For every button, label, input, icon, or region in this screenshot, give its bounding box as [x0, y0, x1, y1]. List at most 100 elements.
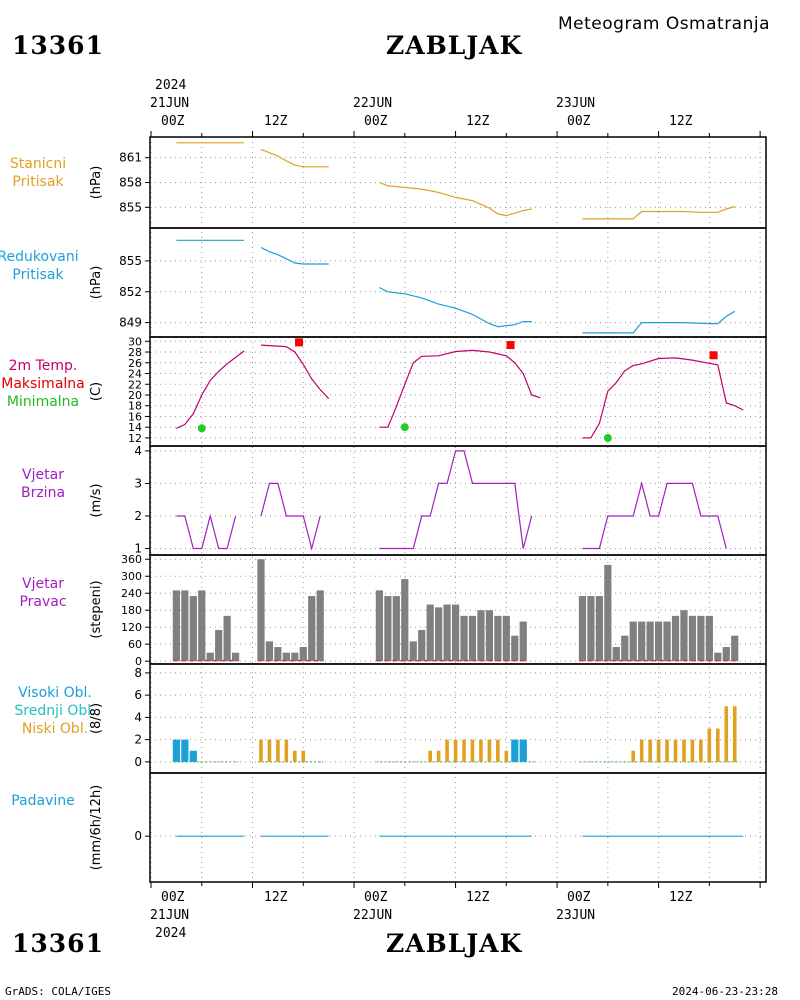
wind-dir-bar [731, 635, 739, 662]
cloud-low-bar [284, 739, 289, 762]
y-tick-label: 0 [134, 755, 142, 769]
cloud-low-bar [496, 739, 500, 762]
cloud-high-bar [172, 739, 180, 762]
wind-dir-bar [308, 596, 316, 662]
pressure-series-line [379, 181, 532, 217]
y-tick-label: 20 [128, 389, 142, 402]
panel-frame [149, 772, 767, 883]
y-tick-label: 852 [119, 285, 142, 299]
wind-dir-bar [485, 610, 493, 662]
red_pressure-series-line [260, 246, 329, 265]
wind-dir-bar [274, 647, 282, 662]
cloud-low-bar [724, 706, 729, 762]
y-tick-label: 14 [128, 421, 142, 434]
wind-dir-bar [435, 607, 443, 662]
cloud-low-bar [436, 750, 441, 762]
wind-dir-bar [426, 604, 434, 662]
wind-dir-bar [299, 647, 307, 662]
station-id-top: 13361 [12, 31, 104, 60]
wind-dir-bar [460, 615, 468, 662]
y-tick-label: 858 [119, 176, 142, 190]
temp-label-line3: Minimalna [6, 394, 80, 410]
temp-series-line [260, 344, 330, 400]
clouds-label-line3: Niski Obl. [21, 721, 89, 737]
panel-frame [149, 136, 767, 229]
wind-dir-bar [223, 615, 231, 662]
clouds-label-line2: Srednji Obl. [14, 703, 96, 719]
wind-dir-bar [401, 579, 409, 662]
y-tick-label: 2 [134, 509, 142, 523]
panel-frame [149, 336, 767, 447]
wind_speed-series-line [260, 482, 321, 551]
wind-dir-bar [697, 615, 705, 662]
wind-dir-bar [198, 590, 206, 662]
cloud-low-bar [690, 739, 695, 762]
wind-dir-bar [587, 596, 595, 662]
cloud-high-bar [519, 739, 527, 762]
wind-dir-bar [612, 647, 620, 662]
panel-frame [149, 663, 767, 774]
pressure-label-line2: Pritisak [12, 174, 64, 190]
pressure-label: Stanicni Pritisak [0, 155, 108, 191]
wind_speed-series-line [176, 513, 237, 550]
wind-dir-bar [181, 590, 189, 662]
y-tick-label: 8 [134, 666, 142, 680]
wind-dir-bar [215, 630, 223, 662]
bottom-year-label: 2024 [155, 926, 187, 941]
y-tick-label: 861 [119, 151, 142, 165]
wind-dir-bar [282, 652, 290, 662]
top-year-label: 2024 [155, 78, 187, 93]
red-pressure-label-line2: Pritisak [12, 267, 64, 283]
y-axis-unit-label: (8/8) [89, 703, 104, 734]
wind-dir-bar [392, 596, 400, 662]
wind-dir-bar [519, 621, 527, 662]
wind_speed-series-line [582, 481, 727, 550]
wind-dir-bar [646, 621, 654, 662]
cloud-low-bar [665, 739, 669, 762]
wind-dir-bar [722, 647, 730, 662]
cloud-low-bar [699, 739, 703, 762]
red-pressure-label-line1: Redukovani [0, 249, 79, 265]
cloud-low-bar [462, 739, 466, 762]
y-tick-label: 18 [128, 400, 142, 413]
y-tick-label: 3 [134, 476, 142, 490]
y-tick-label: 0 [135, 655, 142, 668]
cloud-low-bar [673, 739, 678, 762]
wind-dir-bar [663, 621, 671, 662]
bottom-day-label-1: 21JUN [150, 908, 190, 923]
y-tick-label: 180 [121, 604, 142, 617]
wind-dir-bar [629, 621, 637, 662]
cloud-low-bar [293, 750, 297, 762]
station-name-bottom: ZABLJAK [386, 929, 523, 958]
panel-frame [149, 445, 767, 556]
temp-max-marker [295, 338, 304, 347]
red_pressure-series-line [582, 310, 736, 334]
y-tick-label: 24 [128, 368, 142, 381]
pressure-label-line1: Stanicni [9, 156, 67, 172]
y-axis-unit-label: (stepeni) [89, 580, 104, 638]
red-pressure-label: Redukovani Pritisak [0, 248, 108, 284]
temp-series-line [176, 350, 245, 429]
cloud-low-bar [259, 739, 263, 762]
bottom-hour-label-3: 00Z [364, 890, 388, 905]
wind-dir-bar [511, 635, 519, 662]
wind-dir-label: Vjetar Pravac [0, 575, 113, 611]
temp-label: 2m Temp. Maksimalna Minimalna [0, 357, 113, 411]
wind-dir-bar [671, 615, 680, 662]
wind-dir-bar [257, 559, 265, 662]
cloud-low-bar [716, 728, 720, 762]
y-tick-label: 240 [121, 587, 142, 600]
cloud-low-bar [301, 750, 306, 762]
temp-max-marker [506, 341, 515, 350]
bottom-hour-label-1: 00Z [161, 890, 185, 905]
wind-dir-bar [384, 596, 392, 662]
wind-dir-bar [316, 590, 324, 662]
station-id-bottom: 13361 [12, 929, 104, 958]
y-tick-label: 855 [119, 254, 142, 268]
cloud-low-bar [656, 739, 661, 762]
temp-label-line1: 2m Temp. [8, 358, 78, 374]
y-tick-label: 16 [128, 410, 142, 423]
wind-dir-bar [172, 590, 180, 662]
wind-dir-bar [375, 590, 384, 662]
